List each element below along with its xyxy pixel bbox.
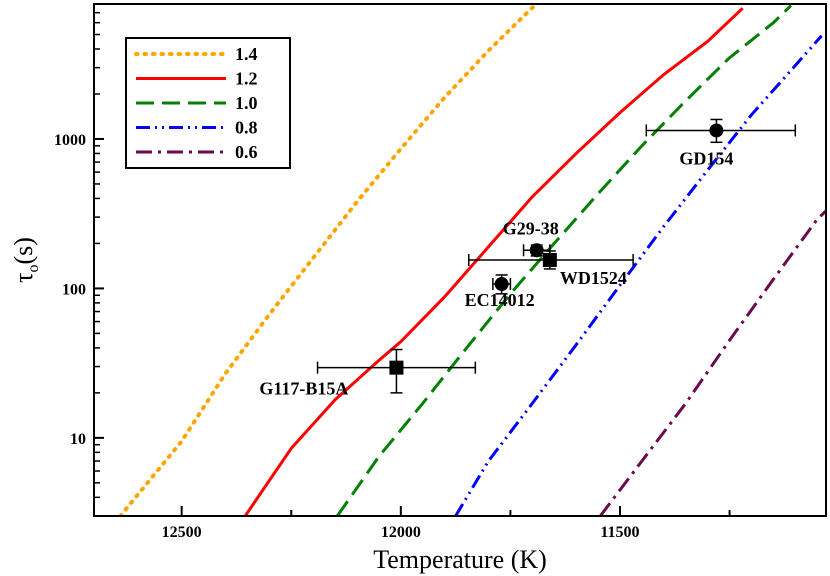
ticks-layer: 12500 12000 11500 10 100 1000: [54, 3, 731, 541]
y-axis-label-sub: o: [25, 264, 42, 272]
circle-marker: [494, 277, 509, 292]
circle-marker: [529, 243, 544, 258]
curve-1-2: [243, 7, 744, 516]
star-wd1524: WD1524: [468, 250, 634, 288]
square-marker: [542, 252, 557, 267]
curve-0-6: [599, 209, 826, 516]
curves-layer: [118, 4, 826, 516]
star-label: G29-38: [503, 218, 559, 238]
y-axis-label-main: τ: [9, 272, 38, 282]
y-tick-label: 10: [70, 431, 86, 448]
legend: 1.4 1.2 1.0 0.8 0.6: [125, 37, 291, 169]
star-label: EC14012: [465, 290, 535, 310]
legend-label: 1.4: [235, 44, 258, 64]
x-tick-label: 12500: [162, 524, 202, 541]
y-axis-label: τo(s): [9, 237, 42, 283]
y-tick-label: 1000: [54, 132, 86, 149]
x-axis-label: Temperature (K): [373, 545, 547, 574]
x-tick-label: 12000: [381, 524, 421, 541]
star-ec14012: EC14012: [465, 274, 535, 310]
star-label: GD154: [679, 148, 733, 168]
square-marker: [389, 360, 404, 375]
y-axis-label-tail: (s): [9, 237, 38, 264]
plot-frame: [93, 3, 827, 517]
star-gd154: GD154: [645, 118, 797, 168]
legend-label: 1.2: [235, 69, 258, 89]
star-g117-b15a: G117-B15A: [259, 348, 477, 399]
svg-text:τo(s): τo(s): [9, 237, 42, 283]
circle-marker: [709, 123, 724, 138]
x-tick-label: 11500: [600, 524, 639, 541]
star-label: WD1524: [560, 268, 627, 288]
star-label: G117-B15A: [259, 379, 348, 399]
curve-1-4: [118, 4, 537, 516]
legend-label: 0.6: [235, 142, 258, 162]
legend-label: 0.8: [235, 118, 258, 138]
legend-label: 1.0: [235, 93, 258, 113]
curve-1-0: [336, 4, 792, 516]
curve-0-8: [454, 34, 823, 516]
y-tick-label: 100: [62, 281, 86, 298]
stars-layer: GD154 G29-38 WD1524 EC14012 G117-B15A: [259, 118, 797, 399]
